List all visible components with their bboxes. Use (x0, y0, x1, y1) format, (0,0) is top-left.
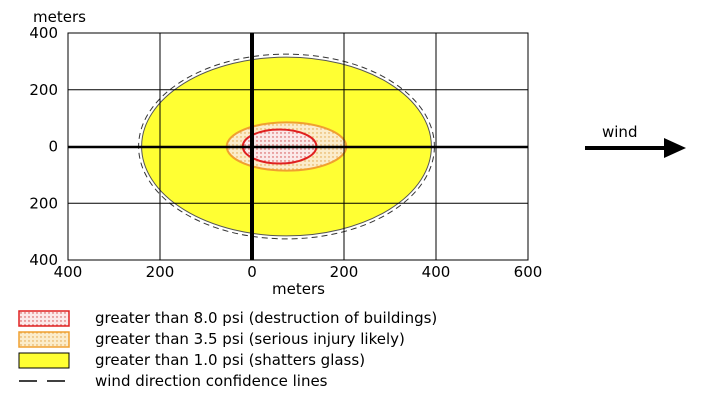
x-tick-label: 0 (247, 263, 257, 281)
legend-swatch-3-5psi (18, 331, 70, 348)
x-tick-label: 200 (146, 263, 175, 281)
y-tick-label: 200 (29, 194, 58, 212)
y-axis-label: meters (33, 8, 86, 26)
legend-swatch-8psi (18, 310, 70, 327)
x-tick-label: 400 (54, 263, 83, 281)
wind-arrow-icon (585, 138, 686, 158)
y-tick-label: 0 (48, 138, 58, 156)
legend: greater than 8.0 psi (destruction of bui… (18, 309, 437, 390)
x-tick-label: 600 (514, 263, 543, 281)
x-axis-label: meters (272, 280, 325, 298)
y-tick-label: 400 (29, 24, 58, 42)
legend-label-dashed: wind direction confidence lines (95, 372, 328, 390)
legend-label-1psi: greater than 1.0 psi (shatters glass) (95, 351, 365, 369)
wind-label: wind (602, 123, 637, 141)
x-tick-labels: 400 200 0 200 400 600 (54, 263, 543, 281)
legend-label-3-5psi: greater than 3.5 psi (serious injury lik… (95, 330, 405, 348)
y-tick-label: 400 (29, 251, 58, 269)
y-tick-labels: 400 200 0 200 400 (29, 24, 58, 269)
x-tick-label: 200 (330, 263, 359, 281)
y-tick-label: 200 (29, 81, 58, 99)
legend-swatch-1psi (18, 352, 70, 369)
legend-label-8psi: greater than 8.0 psi (destruction of bui… (95, 309, 437, 327)
x-tick-label: 400 (422, 263, 451, 281)
